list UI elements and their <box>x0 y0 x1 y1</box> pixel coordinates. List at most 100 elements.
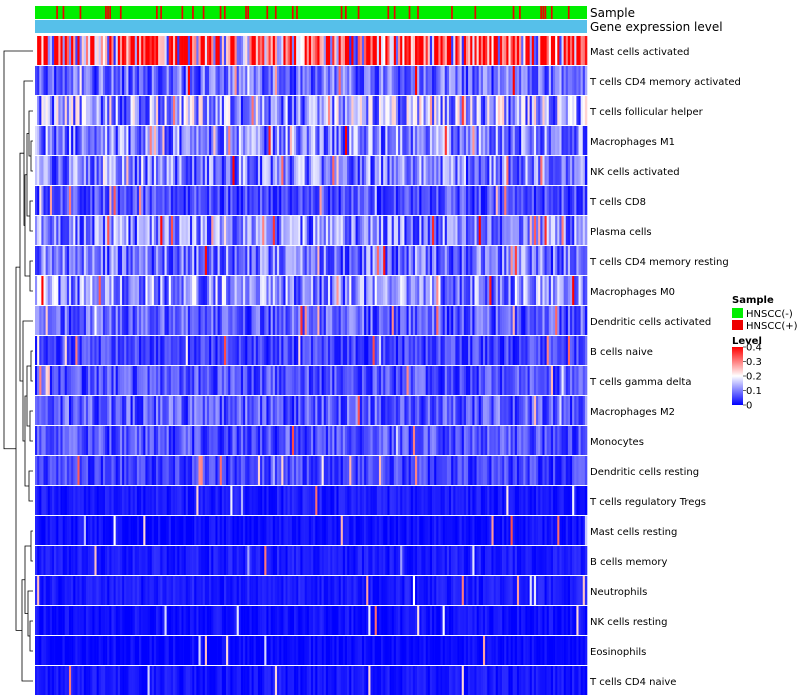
heatmap-cell <box>192 576 195 605</box>
heatmap-cell <box>60 456 63 485</box>
heatmap-cell <box>567 216 571 245</box>
heatmap-cell <box>41 36 44 65</box>
heatmap-cell <box>249 486 252 515</box>
heatmap-cell <box>497 366 501 395</box>
heatmap-cell <box>192 36 195 65</box>
heatmap-cell <box>219 216 223 245</box>
heatmap-cell <box>124 396 127 425</box>
heatmap-cell <box>531 186 535 215</box>
heatmap-cell <box>162 66 165 95</box>
heatmap-cell <box>442 186 446 215</box>
heatmap-cell <box>482 36 486 65</box>
heatmap-cell <box>81 426 85 455</box>
heatmap-cell <box>134 66 138 95</box>
heatmap-cell <box>158 216 161 245</box>
heatmap-cell <box>255 486 259 515</box>
heatmap-cell <box>164 276 167 305</box>
heatmap-cell <box>264 366 267 395</box>
heatmap-cell <box>351 66 354 95</box>
heatmap-cell <box>51 156 55 185</box>
heatmap-cell <box>213 546 216 575</box>
heatmap-cell <box>177 36 180 65</box>
heatmap-cell <box>525 276 528 305</box>
heatmap-cell <box>427 366 431 395</box>
heatmap-cell <box>406 96 409 125</box>
heatmap-cell <box>264 216 267 245</box>
heatmap-cell <box>412 96 416 125</box>
heatmap-cell <box>499 546 503 575</box>
heatmap-cell <box>153 36 157 65</box>
heatmap-cell <box>536 186 539 215</box>
annotation-cell-hnscc-pos <box>408 6 411 19</box>
heatmap-cell <box>404 336 407 365</box>
heatmap-cell <box>223 576 227 605</box>
heatmap-cell <box>83 366 87 395</box>
heatmap-cell <box>51 66 55 95</box>
heatmap-cell <box>376 246 380 275</box>
heatmap-cell <box>143 126 146 155</box>
heatmap-cell <box>192 96 195 125</box>
heatmap-cell <box>109 426 112 455</box>
heatmap-cell <box>319 426 322 455</box>
heatmap-cell <box>281 396 284 425</box>
heatmap-cell <box>160 546 163 575</box>
heatmap-cell <box>355 366 358 395</box>
heatmap-cell <box>179 216 182 245</box>
heatmap-cell <box>323 306 327 335</box>
heatmap-cell <box>168 456 172 485</box>
heatmap-cell <box>444 516 448 545</box>
heatmap-cell <box>482 516 486 545</box>
heatmap-cell <box>71 126 74 155</box>
heatmap-cell <box>107 276 110 305</box>
heatmap-cell <box>323 156 327 185</box>
heatmap-cell <box>170 456 174 485</box>
heatmap-cell <box>85 546 89 575</box>
heatmap-cell <box>465 246 469 275</box>
heatmap-cell <box>451 156 454 185</box>
heatmap-cell <box>495 426 499 455</box>
heatmap-cell <box>264 66 267 95</box>
heatmap-cell <box>60 96 63 125</box>
heatmap-cell <box>563 486 567 515</box>
heatmap-cell <box>83 336 87 365</box>
heatmap-cell <box>147 126 150 155</box>
heatmap-cell <box>43 36 46 65</box>
heatmap-cell <box>395 516 399 545</box>
heatmap-cell <box>179 456 182 485</box>
heatmap-row <box>35 216 588 245</box>
heatmap-cell <box>255 426 259 455</box>
heatmap-cell <box>119 96 123 125</box>
heatmap-cell <box>574 546 577 575</box>
heatmap-cell <box>185 336 189 365</box>
heatmap-cell <box>100 216 104 245</box>
heatmap-cell <box>540 126 543 155</box>
heatmap-cell <box>181 246 184 275</box>
heatmap-cell <box>168 66 172 95</box>
heatmap-cell <box>119 36 123 65</box>
heatmap-cell <box>126 366 129 395</box>
heatmap-cell <box>68 36 72 65</box>
annotation-cell-hnscc-pos <box>266 6 269 19</box>
heatmap-cell <box>51 126 55 155</box>
heatmap-cell <box>412 186 416 215</box>
heatmap-row <box>35 276 588 305</box>
heatmap-cell <box>470 126 473 155</box>
heatmap-cell <box>179 576 182 605</box>
heatmap-cell <box>219 456 223 485</box>
heatmap-cell <box>366 336 369 365</box>
heatmap-cell <box>525 96 528 125</box>
heatmap-cell <box>340 336 344 365</box>
heatmap-cell <box>576 126 579 155</box>
heatmap-cell <box>270 576 274 605</box>
heatmap-cell <box>189 36 193 65</box>
heatmap-cell <box>79 276 82 305</box>
heatmap-cell <box>149 36 153 65</box>
heatmap-cell <box>504 486 507 515</box>
heatmap-cell <box>181 336 184 365</box>
heatmap-cell <box>584 396 588 425</box>
heatmap-cell <box>557 396 560 425</box>
heatmap-cell <box>113 366 116 395</box>
heatmap-cell <box>351 276 354 305</box>
heatmap-cell <box>425 186 429 215</box>
heatmap-cell <box>215 306 218 335</box>
